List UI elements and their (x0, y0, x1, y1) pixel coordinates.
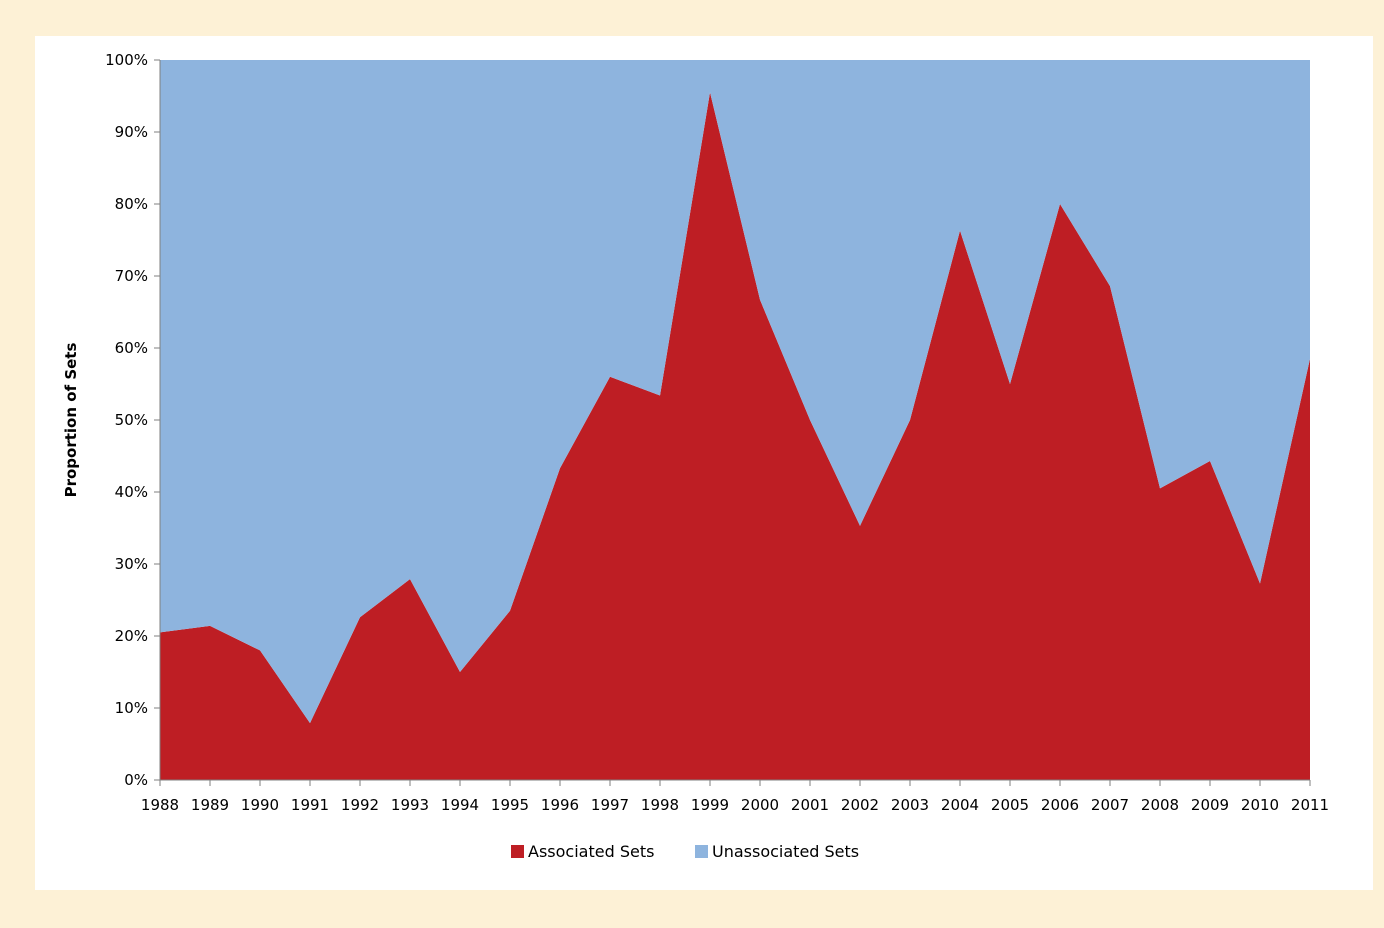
x-tick-label: 2006 (1041, 796, 1079, 814)
x-tick-label: 1990 (241, 796, 279, 814)
y-tick-label: 30% (115, 555, 148, 573)
y-tick-label: 60% (115, 339, 148, 357)
x-tick-label: 2008 (1141, 796, 1179, 814)
x-tick-label: 2002 (841, 796, 879, 814)
x-tick-label: 1997 (591, 796, 629, 814)
x-tick-label: 2000 (741, 796, 779, 814)
y-tick-label: 90% (115, 123, 148, 141)
x-tick-label: 1998 (641, 796, 679, 814)
x-tick-label: 2010 (1241, 796, 1279, 814)
x-tick-label: 1995 (491, 796, 529, 814)
legend-label: Associated Sets (528, 842, 654, 861)
x-tick-label: 1988 (141, 796, 179, 814)
x-tick-label: 1993 (391, 796, 429, 814)
y-tick-label: 40% (115, 483, 148, 501)
x-tick-label: 1991 (291, 796, 329, 814)
x-tick-label: 2003 (891, 796, 929, 814)
x-tick-label: 2001 (791, 796, 829, 814)
x-tick-label: 1999 (691, 796, 729, 814)
legend: Associated Sets Unassociated Sets (511, 842, 859, 861)
y-tick-label: 80% (115, 195, 148, 213)
y-tick-label: 70% (115, 267, 148, 285)
x-tick-label: 1994 (441, 796, 479, 814)
area-chart: 0% 10% 20% 30% 40% 50% 60% 70% 80% 90% 100% 1988 198… (62, 51, 1329, 861)
x-tick-label: 1992 (341, 796, 379, 814)
x-tick-label: 2004 (941, 796, 979, 814)
y-tick-label: 20% (115, 627, 148, 645)
y-axis-title: Proportion of Sets (62, 343, 80, 498)
x-tick-label: 2009 (1191, 796, 1229, 814)
y-tick-label: 50% (115, 411, 148, 429)
x-tick-label: 2011 (1291, 796, 1329, 814)
legend-swatch (695, 845, 708, 858)
x-tick-label: 1996 (541, 796, 579, 814)
legend-swatch (511, 845, 524, 858)
area-series-1 (160, 92, 1310, 780)
y-tick-label: 0% (124, 771, 148, 789)
x-tick-label: 2007 (1091, 796, 1129, 814)
chart-frame: 0% 10% 20% 30% 40% 50% 60% 70% 80% 90% 100% 1988 198… (35, 36, 1373, 890)
area-series-2 (160, 60, 1310, 724)
areas-group (160, 60, 1310, 780)
axes-group: 0% 10% 20% 30% 40% 50% 60% 70% 80% 90% 100% 1988 198… (105, 51, 1329, 814)
y-tick-label: 10% (115, 699, 148, 717)
x-tick-label: 2005 (991, 796, 1029, 814)
x-tick-label: 1989 (191, 796, 229, 814)
y-tick-label: 100% (105, 51, 148, 69)
legend-label: Unassociated Sets (712, 842, 859, 861)
